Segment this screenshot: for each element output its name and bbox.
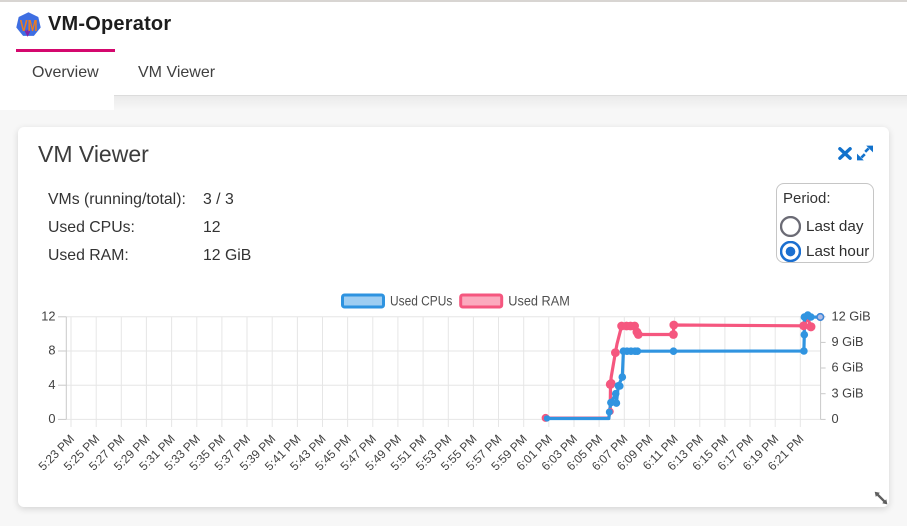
- svg-text:6 GiB: 6 GiB: [832, 360, 864, 375]
- svg-text:12 GiB: 12 GiB: [832, 309, 871, 324]
- svg-text:3 GiB: 3 GiB: [832, 385, 864, 400]
- svg-text:VM: VM: [20, 16, 38, 34]
- svg-text:Used CPUs: Used CPUs: [390, 294, 453, 309]
- svg-text:4: 4: [48, 377, 55, 392]
- svg-text:9 GiB: 9 GiB: [832, 334, 864, 349]
- svg-text:8: 8: [48, 343, 55, 358]
- svg-text:0: 0: [48, 411, 55, 426]
- svg-text:12: 12: [41, 309, 55, 324]
- svg-text:0: 0: [832, 411, 839, 426]
- svg-text:Used RAM: Used RAM: [508, 294, 570, 309]
